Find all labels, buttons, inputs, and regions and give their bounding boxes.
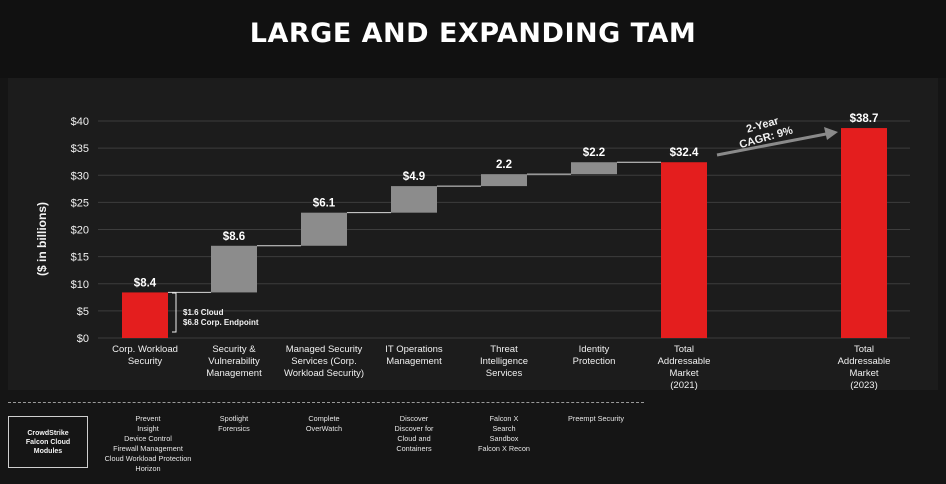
module-list: Spotlight Forensics <box>218 414 250 433</box>
category-label: Threat Intelligence Services <box>479 344 529 379</box>
bar <box>841 128 887 338</box>
section-divider <box>8 402 644 403</box>
y-tick-label: $0 <box>77 333 89 345</box>
y-tick-label: $25 <box>71 197 89 209</box>
module-list: Complete OverWatch <box>305 414 343 433</box>
y-tick-label: $35 <box>71 143 89 155</box>
bar <box>661 162 707 338</box>
bar <box>122 292 168 338</box>
modules-box-line: Falcon Cloud <box>25 438 71 446</box>
bar-value-label: 2.2 <box>496 159 512 171</box>
cagr-arrow-line <box>716 132 827 157</box>
cagr-arrow-head <box>824 127 838 140</box>
breakdown-annotation: $1.6 Cloud $6.8 Corp. Endpoint <box>183 308 259 328</box>
category-label: Identity Protection <box>572 344 616 367</box>
y-tick-label: $10 <box>71 279 89 291</box>
category-label: Corp. Workload Security <box>112 344 178 367</box>
bar-value-label: $8.4 <box>134 277 157 289</box>
module-list: Discover Discover for Cloud and Containers <box>394 414 434 453</box>
breakdown-bracket <box>172 292 177 333</box>
module-list: Falcon X Search Sandbox Falcon X Recon <box>478 414 530 453</box>
breakdown-cloud: $1.6 Cloud <box>183 308 224 317</box>
bar <box>481 174 527 187</box>
module-list: Preempt Security <box>568 414 624 423</box>
y-tick-label: $15 <box>71 252 89 264</box>
y-tick-label: $20 <box>71 225 89 237</box>
y-tick-label: $40 <box>71 116 89 128</box>
page-title: LARGE AND EXPANDING TAM <box>249 18 697 49</box>
bar <box>571 162 617 175</box>
category-label: Managed Security Services (Corp. Workload … <box>283 344 365 379</box>
category-label: Total Addressable Market (2021) <box>657 344 711 391</box>
y-tick-label: $5 <box>77 306 89 318</box>
modules-box: CrowdStrike Falcon Cloud Modules <box>8 416 88 468</box>
category-label: IT Operations Management <box>385 344 443 367</box>
bar <box>211 245 257 293</box>
bar-value-label: $2.2 <box>583 147 605 159</box>
modules-box-line: CrowdStrike <box>27 429 69 437</box>
y-tick-label: $30 <box>71 170 89 182</box>
bar-value-label: $38.7 <box>850 113 879 125</box>
category-label: Security & Vulnerability Management <box>206 344 262 379</box>
header-band <box>0 0 946 78</box>
bar-value-label: $6.1 <box>313 198 336 210</box>
modules-box-line: Modules <box>33 447 63 455</box>
module-list: Prevent Insight Device Control Firewall Man… <box>104 414 192 473</box>
category-label: Total Addressable Market (2023) <box>837 344 891 391</box>
bar-value-label: $32.4 <box>670 147 699 159</box>
bar <box>301 212 347 246</box>
bar <box>391 186 437 213</box>
bar-value-label: $4.9 <box>403 171 425 183</box>
bar-value-label: $8.6 <box>223 231 245 243</box>
breakdown-endpoint: $6.8 Corp. Endpoint <box>183 318 259 327</box>
